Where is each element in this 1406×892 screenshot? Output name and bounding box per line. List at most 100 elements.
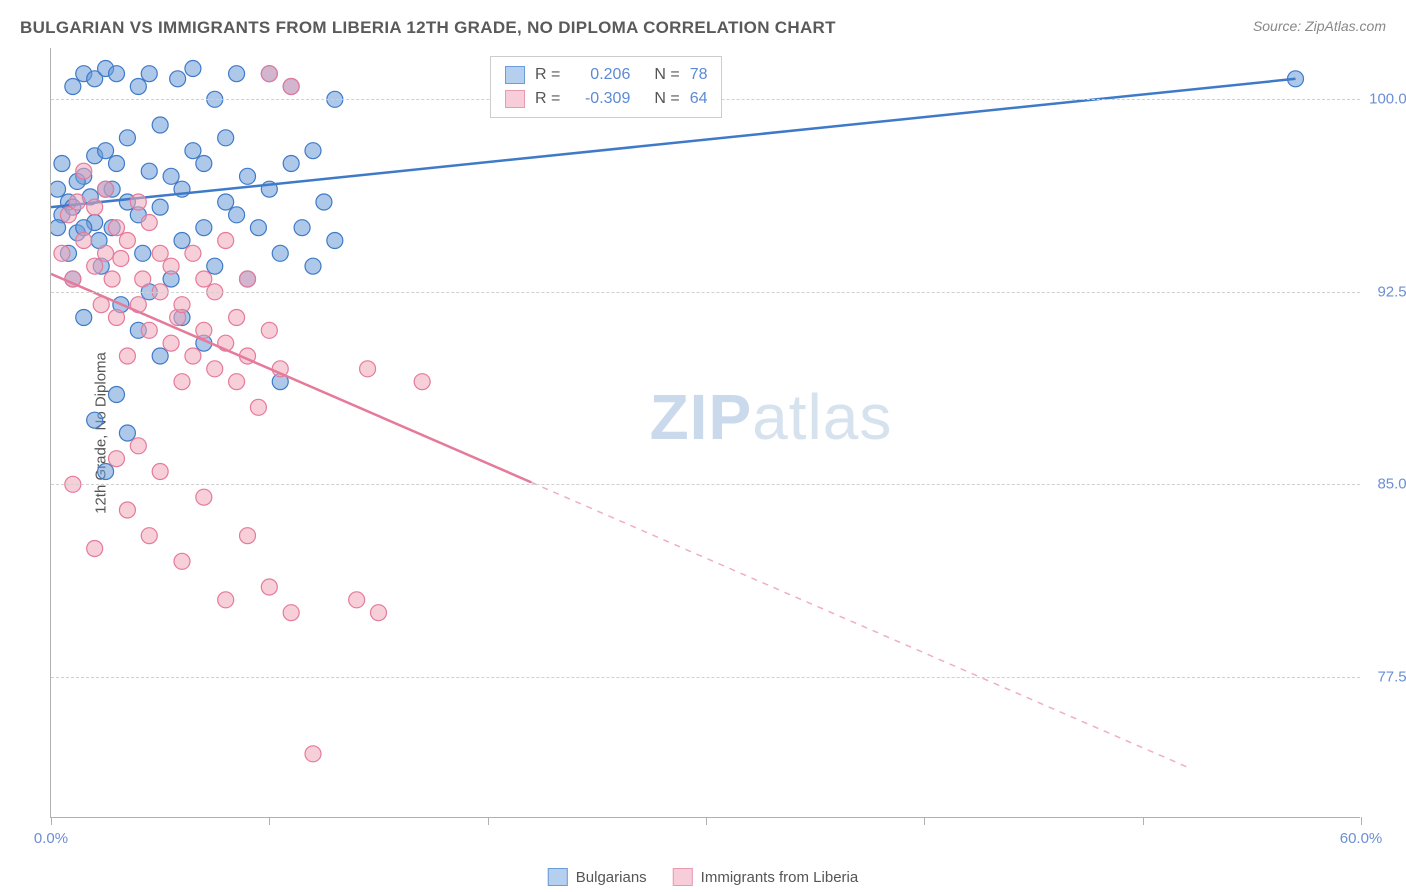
scatter-point — [76, 163, 92, 179]
trend-line — [51, 274, 531, 482]
gridline — [51, 292, 1360, 293]
n-value: 78 — [690, 66, 708, 84]
scatter-point — [229, 207, 245, 223]
scatter-point — [283, 156, 299, 172]
scatter-point — [229, 310, 245, 326]
scatter-point — [283, 605, 299, 621]
scatter-point — [250, 399, 266, 415]
scatter-point — [113, 250, 129, 266]
r-value: 0.206 — [570, 66, 630, 84]
scatter-point — [305, 258, 321, 274]
scatter-point — [414, 374, 430, 390]
scatter-point — [250, 220, 266, 236]
scatter-point — [98, 245, 114, 261]
scatter-point — [272, 245, 288, 261]
x-tick — [706, 817, 707, 825]
x-tick — [51, 817, 52, 825]
x-tick — [924, 817, 925, 825]
scatter-point — [76, 233, 92, 249]
scatter-point — [119, 233, 135, 249]
scatter-point — [185, 61, 201, 77]
scatter-point — [54, 245, 70, 261]
n-value: 64 — [690, 90, 708, 108]
scatter-point — [98, 143, 114, 159]
y-tick-label: 85.0% — [1377, 476, 1406, 493]
chart-title: BULGARIAN VS IMMIGRANTS FROM LIBERIA 12T… — [20, 18, 836, 38]
scatter-point — [218, 130, 234, 146]
source-attribution: Source: ZipAtlas.com — [1253, 18, 1386, 34]
scatter-point — [109, 387, 125, 403]
scatter-point — [360, 361, 376, 377]
legend-swatch — [673, 868, 693, 886]
x-tick-label: 60.0% — [1340, 830, 1383, 847]
plot-area: ZIPatlas 77.5%85.0%92.5%100.0% 0.0%60.0% — [50, 48, 1360, 818]
scatter-point — [229, 66, 245, 82]
gridline — [51, 484, 1360, 485]
scatter-point — [76, 310, 92, 326]
legend-swatch — [548, 868, 568, 886]
scatter-point — [69, 194, 85, 210]
scatter-point — [349, 592, 365, 608]
chart-container: 12th Grade, No Diploma ZIPatlas 77.5%85.… — [50, 48, 1380, 818]
scatter-point — [152, 199, 168, 215]
r-label: R = — [535, 66, 560, 84]
scatter-point — [130, 438, 146, 454]
scatter-point — [174, 233, 190, 249]
scatter-point — [261, 579, 277, 595]
scatter-point — [65, 79, 81, 95]
scatter-point — [294, 220, 310, 236]
y-tick-label: 92.5% — [1377, 283, 1406, 300]
scatter-point — [87, 199, 103, 215]
x-tick — [1361, 817, 1362, 825]
correlation-stats-box: R =0.206N =78R =-0.309N =64 — [490, 56, 722, 118]
scatter-point — [327, 233, 343, 249]
x-tick-label: 0.0% — [34, 830, 68, 847]
scatter-point — [141, 215, 157, 231]
scatter-point — [218, 233, 234, 249]
scatter-point — [87, 412, 103, 428]
scatter-point — [119, 130, 135, 146]
series-swatch — [505, 90, 525, 108]
scatter-point — [152, 464, 168, 480]
x-tick — [488, 817, 489, 825]
scatter-point — [51, 181, 66, 197]
scatter-point — [218, 592, 234, 608]
scatter-point — [98, 464, 114, 480]
gridline — [51, 677, 1360, 678]
stats-row: R =0.206N =78 — [505, 63, 707, 87]
scatter-point — [119, 502, 135, 518]
scatter-point — [163, 168, 179, 184]
scatter-point — [152, 245, 168, 261]
scatter-point — [196, 271, 212, 287]
scatter-point — [185, 143, 201, 159]
scatter-point — [152, 348, 168, 364]
scatter-point — [98, 181, 114, 197]
stats-row: R =-0.309N =64 — [505, 87, 707, 111]
plot-svg — [51, 48, 1361, 818]
legend-item: Immigrants from Liberia — [673, 868, 859, 886]
scatter-point — [104, 271, 120, 287]
scatter-point — [141, 322, 157, 338]
y-tick-label: 100.0% — [1369, 91, 1406, 108]
scatter-point — [119, 348, 135, 364]
scatter-point — [207, 361, 223, 377]
scatter-point — [174, 297, 190, 313]
scatter-point — [261, 322, 277, 338]
scatter-point — [229, 374, 245, 390]
scatter-point — [207, 258, 223, 274]
scatter-point — [130, 194, 146, 210]
scatter-point — [283, 79, 299, 95]
scatter-point — [130, 79, 146, 95]
scatter-point — [109, 310, 125, 326]
r-label: R = — [535, 90, 560, 108]
scatter-point — [170, 71, 186, 87]
scatter-point — [185, 245, 201, 261]
series-legend: BulgariansImmigrants from Liberia — [548, 868, 858, 886]
n-label: N = — [654, 90, 679, 108]
scatter-point — [240, 271, 256, 287]
scatter-point — [240, 528, 256, 544]
scatter-point — [135, 245, 151, 261]
scatter-point — [185, 348, 201, 364]
scatter-point — [141, 163, 157, 179]
scatter-point — [54, 156, 70, 172]
